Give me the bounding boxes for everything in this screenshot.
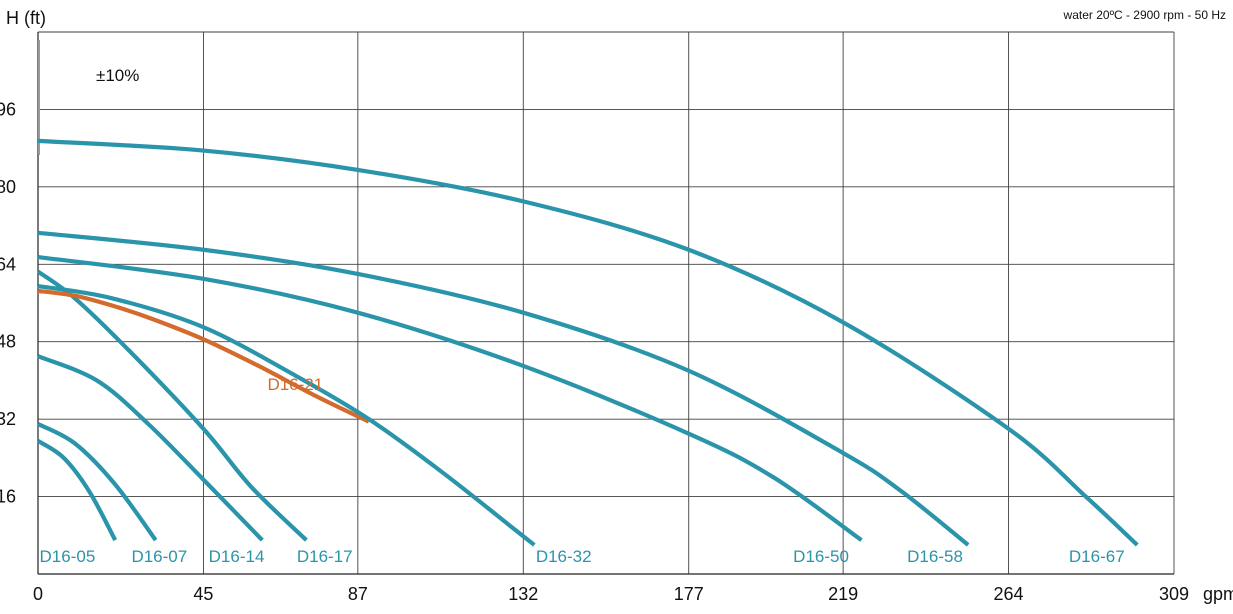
series-line-d16-21 bbox=[37, 288, 370, 424]
x-tick-label-0: 0 bbox=[33, 584, 43, 604]
x-tick-label-309: 309 bbox=[1159, 584, 1189, 604]
series-label-d16-05: D16-05 bbox=[40, 547, 96, 566]
x-tick-label-177: 177 bbox=[674, 584, 704, 604]
series-label-d16-58: D16-58 bbox=[907, 547, 963, 566]
y-tick-label-16: 16 bbox=[0, 487, 16, 507]
y-tick-label-32: 32 bbox=[0, 409, 16, 429]
x-axis-unit: gpm bbox=[1203, 584, 1233, 604]
y-tick-label-80: 80 bbox=[0, 177, 16, 197]
y-axis-label: H (ft) bbox=[6, 8, 46, 28]
series-line-d16-58 bbox=[37, 230, 970, 547]
series-line-d16-17 bbox=[36, 269, 308, 542]
tolerance-label: ±10% bbox=[96, 66, 139, 85]
series-labels: D16-05 D16-07 D16-14 D16-17 D16-21 D16-32 D16-… bbox=[40, 375, 1125, 566]
series-line-d16-14 bbox=[37, 354, 264, 542]
series-line-d16-05 bbox=[36, 439, 118, 542]
x-tick-label-45: 45 bbox=[193, 584, 213, 604]
x-tick-label-132: 132 bbox=[508, 584, 538, 604]
series-label-d16-07: D16-07 bbox=[131, 547, 187, 566]
grid bbox=[37, 31, 1175, 575]
series-label-d16-50: D16-50 bbox=[793, 547, 849, 566]
y-tick-label-96: 96 bbox=[0, 99, 16, 119]
x-tick-label-264: 264 bbox=[994, 584, 1024, 604]
series-group bbox=[36, 138, 1139, 547]
y-tick-label-48: 48 bbox=[0, 332, 16, 352]
series-label-d16-67: D16-67 bbox=[1069, 547, 1125, 566]
series-line-d16-50 bbox=[37, 254, 863, 542]
series-line-d16-67 bbox=[37, 138, 1139, 547]
series-label-d16-14: D16-14 bbox=[209, 547, 265, 566]
series-label-d16-17: D16-17 bbox=[297, 547, 353, 566]
tick-labels: 0 45 87 132 177 219 264 309 16 32 48 64 80 96 bbox=[0, 99, 1189, 604]
series-label-d16-32: D16-32 bbox=[536, 547, 592, 566]
y-tick-label-64: 64 bbox=[0, 254, 16, 274]
series-line-d16-32 bbox=[37, 283, 536, 547]
x-tick-label-87: 87 bbox=[348, 584, 368, 604]
series-label-d16-21: D16-21 bbox=[267, 375, 323, 394]
series-line-d16-07 bbox=[37, 422, 158, 542]
x-tick-label-219: 219 bbox=[828, 584, 858, 604]
conditions-label: water 20ºC - 2900 rpm - 50 Hz bbox=[1063, 8, 1226, 22]
